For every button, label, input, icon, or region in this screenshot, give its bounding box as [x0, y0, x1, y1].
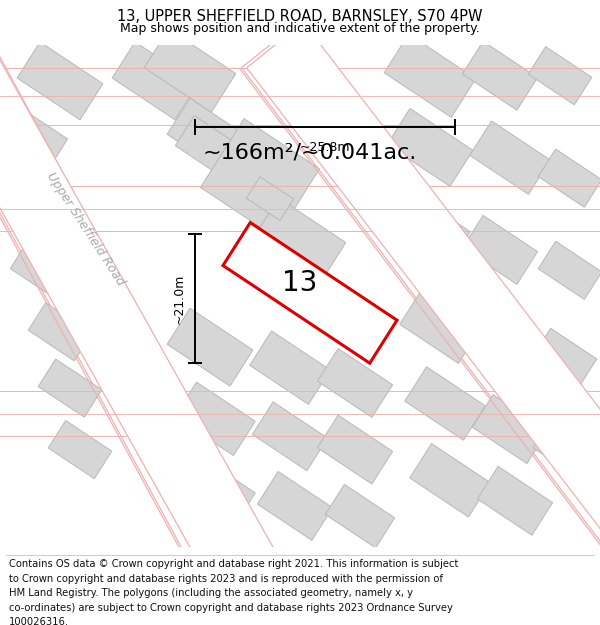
Polygon shape — [254, 198, 346, 281]
Polygon shape — [200, 119, 320, 238]
Polygon shape — [28, 302, 92, 361]
Polygon shape — [48, 421, 112, 479]
Polygon shape — [175, 116, 245, 179]
Polygon shape — [538, 241, 600, 299]
Polygon shape — [223, 222, 397, 363]
Text: 13: 13 — [283, 269, 317, 297]
Polygon shape — [247, 22, 600, 569]
Text: ~166m²/~0.041ac.: ~166m²/~0.041ac. — [203, 142, 417, 162]
Text: ~25.8m: ~25.8m — [300, 141, 350, 154]
Polygon shape — [317, 415, 392, 484]
Polygon shape — [533, 421, 597, 479]
Polygon shape — [463, 41, 538, 110]
Text: Upper Sheffield Road: Upper Sheffield Road — [44, 171, 127, 288]
Polygon shape — [317, 349, 392, 418]
Polygon shape — [478, 466, 553, 535]
Polygon shape — [0, 167, 65, 231]
Polygon shape — [325, 484, 395, 548]
Polygon shape — [538, 149, 600, 208]
Polygon shape — [410, 444, 490, 517]
Polygon shape — [0, 27, 281, 616]
Polygon shape — [144, 29, 236, 112]
Polygon shape — [17, 42, 103, 120]
Polygon shape — [384, 34, 476, 118]
Text: Contains OS data © Crown copyright and database right 2021. This information is : Contains OS data © Crown copyright and d… — [9, 559, 458, 625]
Polygon shape — [38, 359, 102, 418]
Polygon shape — [472, 308, 548, 376]
Text: ~21.0m: ~21.0m — [173, 273, 186, 324]
Polygon shape — [175, 382, 255, 456]
Polygon shape — [387, 109, 473, 186]
Polygon shape — [167, 308, 253, 386]
Polygon shape — [10, 239, 80, 302]
Polygon shape — [112, 42, 198, 120]
Polygon shape — [0, 27, 291, 616]
Polygon shape — [253, 402, 328, 471]
Polygon shape — [470, 121, 550, 194]
Text: 13, UPPER SHEFFIELD ROAD, BARNSLEY, S70 4PW: 13, UPPER SHEFFIELD ROAD, BARNSLEY, S70 … — [117, 9, 483, 24]
Polygon shape — [0, 102, 68, 172]
Polygon shape — [390, 192, 470, 266]
Polygon shape — [257, 471, 332, 541]
Polygon shape — [175, 454, 255, 528]
Polygon shape — [167, 98, 253, 176]
Polygon shape — [463, 216, 538, 284]
Polygon shape — [528, 47, 592, 105]
Polygon shape — [405, 367, 485, 440]
Polygon shape — [533, 328, 597, 386]
Text: Map shows position and indicative extent of the property.: Map shows position and indicative extent… — [120, 22, 480, 35]
Polygon shape — [472, 394, 548, 464]
Polygon shape — [247, 177, 293, 221]
Polygon shape — [250, 331, 330, 404]
Polygon shape — [400, 290, 480, 363]
Polygon shape — [242, 22, 600, 569]
